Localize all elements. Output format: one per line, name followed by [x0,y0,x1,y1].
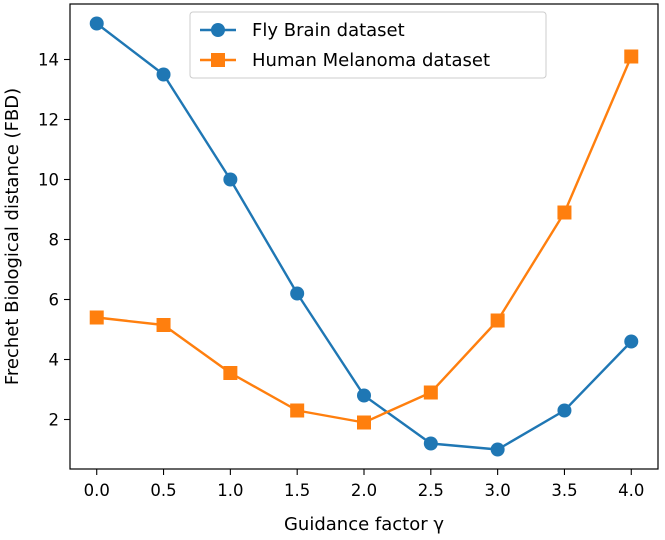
legend-box [189,11,547,79]
y-tick-label: 6 [49,291,60,310]
data-point [423,385,438,400]
series-1 [89,49,639,430]
series-layer [89,16,639,457]
x-tick-label: 1.5 [284,481,310,500]
x-tick-label: 3.0 [485,481,511,500]
y-axis: 2 4 6 8 10 12 14 [38,51,70,430]
legend-item: Fly Brain dataset [200,20,405,41]
data-point [89,310,104,325]
data-point [490,313,505,328]
data-point [357,388,371,403]
legend-label: Human Melanoma dataset [252,50,490,71]
x-tick-label: 0.0 [84,481,110,500]
y-axis-label: Frechet Biological distance (FBD) [2,88,23,385]
data-point [357,415,371,430]
data-point [624,49,639,64]
x-tick-label: 2.0 [351,481,377,500]
data-point [557,403,572,418]
x-tick-label: 0.5 [150,481,176,500]
data-point [557,205,572,220]
y-tick-label: 10 [38,171,59,190]
legend: Fly Brain dataset Human Melanoma dataset [189,11,547,79]
y-tick-label: 4 [49,351,60,370]
x-tick-label: 3.5 [551,481,577,500]
data-point [156,318,171,332]
data-point [156,67,171,82]
data-point [490,442,505,457]
x-axis-label: Guidance factor γ [284,514,444,535]
data-point [223,172,238,187]
y-tick-label: 14 [38,51,59,70]
data-point [89,16,104,31]
y-tick-label: 8 [49,231,60,250]
x-axis: 0.0 0.5 1.0 1.5 2.0 2.5 3.0 3.5 4.0 [84,469,644,500]
legend-item: Human Melanoma dataset [200,50,490,71]
data-point [290,286,305,301]
y-tick-label: 2 [49,411,60,430]
data-point [423,436,438,451]
x-tick-label: 4.0 [618,481,644,500]
series-0 [89,16,639,457]
legend-marker [211,53,225,67]
legend-label: Fly Brain dataset [252,20,405,41]
legend-marker [211,23,225,37]
x-tick-label: 1.0 [217,481,243,500]
data-point [624,334,639,349]
y-tick-label: 12 [38,111,59,130]
x-tick-label: 2.5 [418,481,444,500]
data-point [223,366,238,380]
data-point [290,403,305,418]
